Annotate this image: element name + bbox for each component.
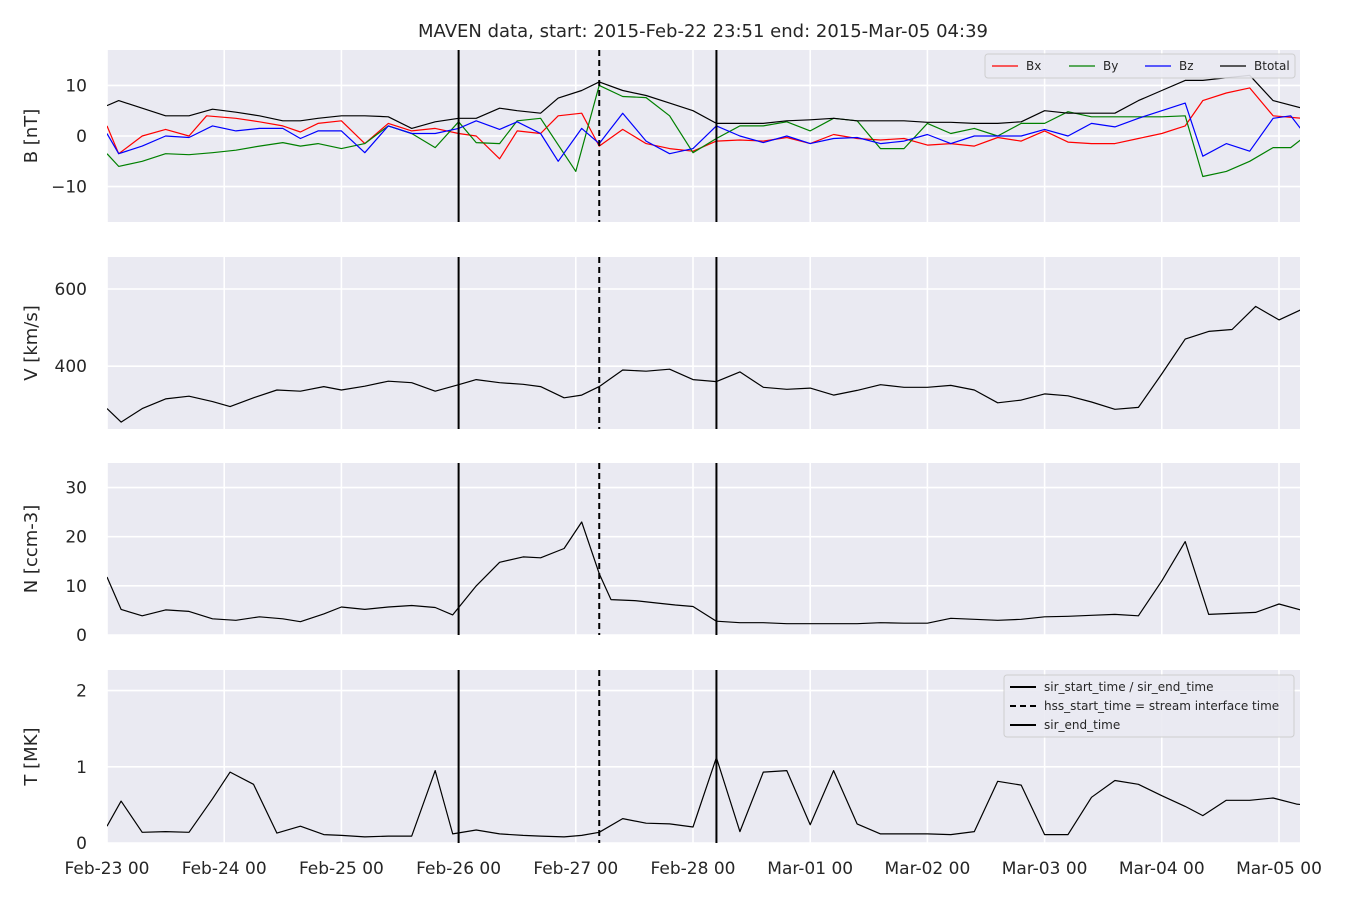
- legend-frame: [984, 53, 1296, 79]
- legend-label: hss_start_time = stream interface time: [1044, 699, 1279, 713]
- panel-4: 2 1 0 T [MK] sir_start_time / sir_end_timehs…: [21, 670, 1300, 854]
- x-tick-label: Mar-04 00: [1119, 859, 1205, 879]
- series-line-panel-3: [107, 521, 1300, 625]
- y-tick-label: 10: [65, 76, 87, 96]
- y-tick-label: −10: [51, 178, 87, 198]
- y-tick-label: 0: [76, 626, 87, 646]
- series-group: [107, 74, 1300, 178]
- x-tick-label: Feb-25 00: [299, 859, 384, 879]
- series-line-bz: [107, 102, 1300, 162]
- series-line-btotal: [107, 74, 1300, 129]
- y-tick-label: 1: [76, 758, 87, 778]
- series-line-by: [107, 84, 1300, 178]
- y-axis-label: V [km/s]: [21, 305, 42, 380]
- series-group: [107, 521, 1300, 625]
- legend-label: Btotal: [1254, 59, 1290, 73]
- panel-2: 600 400 V [km/s]: [21, 257, 1300, 429]
- series-group: [107, 756, 1300, 838]
- y-axis-label: B [nT]: [21, 109, 42, 164]
- series-line-bx: [107, 87, 1300, 160]
- x-tick-label: Mar-01 00: [767, 859, 853, 879]
- y-tick-label: 10: [65, 577, 87, 597]
- series-group: [107, 305, 1300, 423]
- y-tick-label: 0: [76, 127, 87, 147]
- x-tick-label: Mar-05 00: [1236, 859, 1322, 879]
- panel-background: [107, 463, 1300, 635]
- x-tick-label: Feb-24 00: [182, 859, 267, 879]
- legend-label: sir_start_time / sir_end_time: [1044, 680, 1214, 694]
- series-line-panel-2: [107, 305, 1300, 423]
- legend-label: Bz: [1179, 59, 1194, 73]
- y-tick-label: 400: [55, 357, 87, 377]
- x-tick-label: Feb-27 00: [533, 859, 618, 879]
- y-tick-label: 30: [65, 479, 87, 499]
- series-line-panel-4: [107, 756, 1300, 838]
- y-tick-label: 20: [65, 528, 87, 548]
- x-axis-tick-labels: Feb-23 00 Feb-24 00 Feb-25 00 Feb-26 00 Feb-…: [65, 859, 1322, 879]
- y-tick-label: 0: [76, 834, 87, 854]
- legend-events: sir_start_time / sir_end_time hss_start_t…: [1003, 674, 1295, 738]
- panel-background: [107, 257, 1300, 429]
- x-tick-label: Feb-28 00: [651, 859, 736, 879]
- x-tick-label: Mar-02 00: [885, 859, 971, 879]
- panel-1: 10 0 −10 B [nT] Bx By Bz Btotal: [21, 50, 1300, 222]
- y-tick-label: 2: [76, 682, 87, 702]
- legend-label: By: [1103, 59, 1118, 73]
- legend-frame: [1003, 674, 1295, 738]
- x-tick-label: Feb-23 00: [65, 859, 150, 879]
- legend-label: Bx: [1026, 59, 1041, 73]
- legend-label: sir_end_time: [1044, 718, 1120, 732]
- y-axis-label: N [ccm-3]: [21, 505, 42, 594]
- x-tick-label: Mar-03 00: [1002, 859, 1088, 879]
- y-tick-label: 600: [55, 280, 87, 300]
- figure-title: MAVEN data, start: 2015-Feb-22 23:51 end…: [418, 21, 988, 42]
- panel-3: 30 20 10 0 N [ccm-3]: [21, 463, 1300, 646]
- y-axis-label: T [MK]: [21, 727, 42, 786]
- x-tick-label: Feb-26 00: [416, 859, 501, 879]
- legend-b: Bx By Bz Btotal: [984, 53, 1296, 79]
